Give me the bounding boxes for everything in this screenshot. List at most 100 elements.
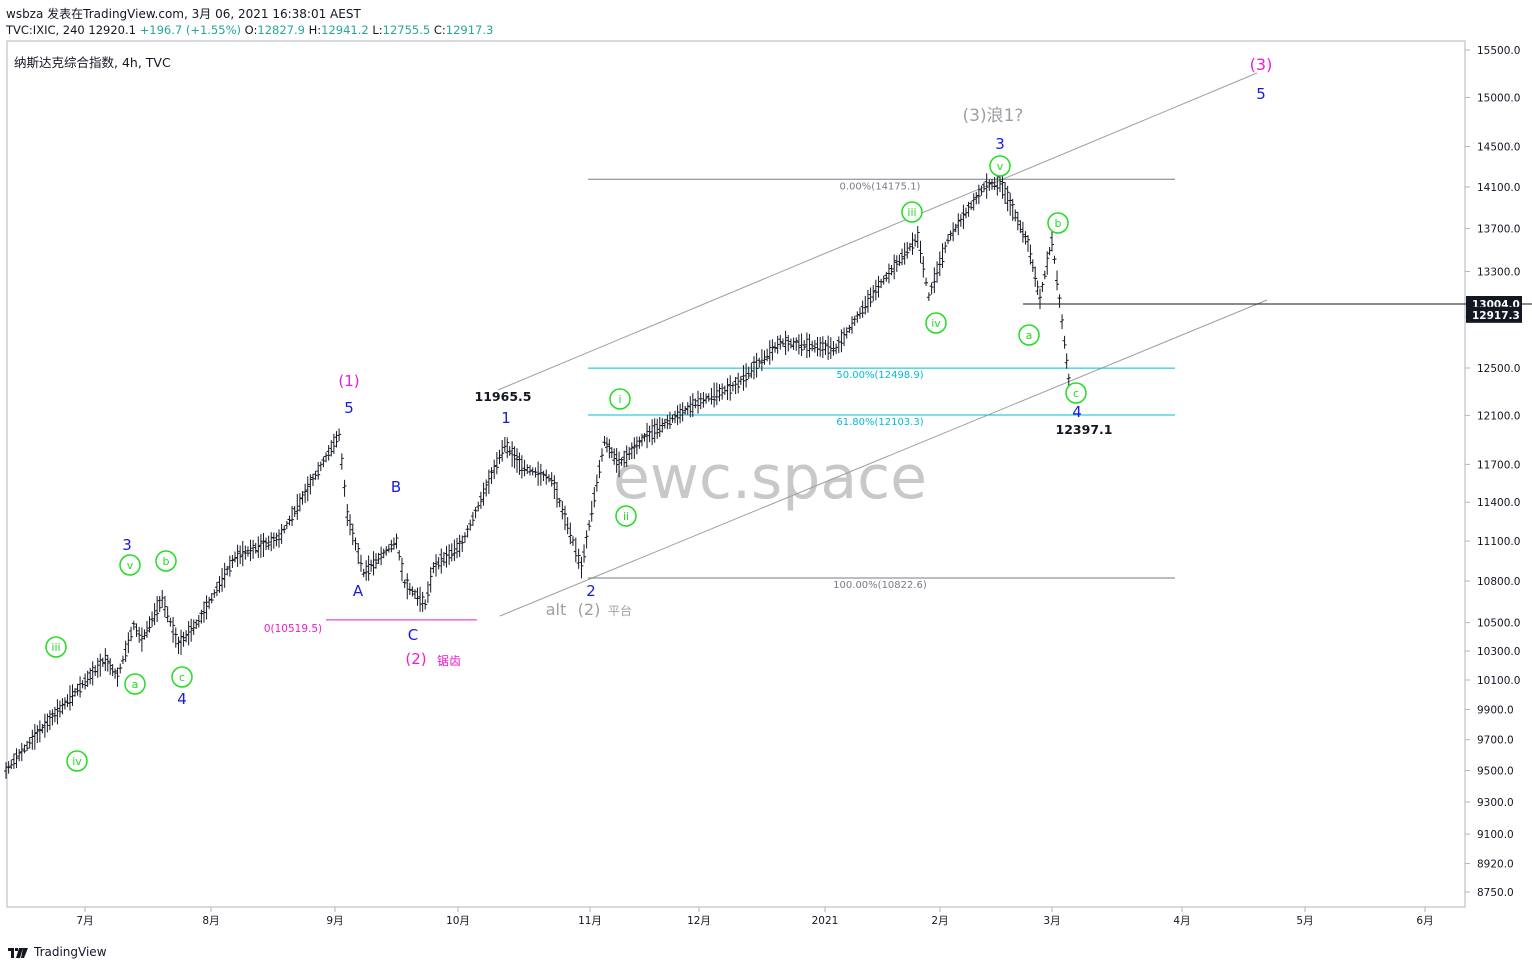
wave-label[interactable]: 1 bbox=[501, 409, 511, 427]
ohlc-bar bbox=[533, 467, 538, 478]
wave-label[interactable]: 平台 bbox=[608, 603, 632, 618]
circled-wave-label[interactable]: iv bbox=[66, 750, 88, 772]
ohlc-bar bbox=[305, 476, 310, 502]
ohlc-bar bbox=[680, 402, 685, 422]
channel-line[interactable] bbox=[499, 299, 1268, 617]
ohlc-bar bbox=[123, 640, 128, 662]
circled-wave-label[interactable]: v bbox=[989, 155, 1011, 177]
circled-wave-label[interactable]: iv bbox=[925, 312, 947, 334]
circled-wave-label[interactable]: a bbox=[124, 673, 146, 695]
ohlc-bar bbox=[913, 234, 918, 247]
channel-line[interactable] bbox=[497, 72, 1258, 391]
ohlc-bar bbox=[345, 504, 350, 527]
wave-label[interactable]: 3 bbox=[122, 536, 132, 554]
y-tick-label: 9900.0 bbox=[1477, 705, 1514, 717]
wave-label[interactable]: 0(10519.5) bbox=[264, 623, 322, 635]
ohlc-bar bbox=[35, 725, 40, 744]
circled-wave-label[interactable]: b bbox=[1047, 212, 1069, 234]
svg-text:v: v bbox=[997, 160, 1004, 173]
circled-wave-label[interactable]: c bbox=[1065, 382, 1087, 404]
tradingview-brand: TradingView bbox=[34, 945, 107, 959]
ohlc-bar bbox=[762, 350, 767, 365]
y-tick-label: 15500.0 bbox=[1477, 45, 1520, 57]
ohlc-bar bbox=[339, 453, 344, 470]
ohlc-bar bbox=[19, 742, 24, 762]
wave-label[interactable]: (2) bbox=[405, 650, 426, 668]
ohlc-bar bbox=[389, 539, 394, 553]
wave-label[interactable]: C bbox=[408, 626, 418, 644]
ohlc-bar bbox=[277, 529, 281, 548]
ohlc-bar bbox=[794, 337, 799, 351]
ohlc-bar bbox=[25, 740, 30, 751]
wave-label[interactable]: B bbox=[391, 478, 401, 496]
ohlc-bar bbox=[364, 560, 369, 581]
ohlc-bar bbox=[1040, 281, 1045, 292]
ohlc-bar bbox=[560, 501, 565, 520]
ohlc-bar bbox=[1005, 185, 1010, 212]
circled-wave-label[interactable]: iii bbox=[901, 201, 923, 223]
wave-label[interactable]: (3)浪1? bbox=[963, 106, 1024, 126]
wave-label[interactable]: 5 bbox=[1256, 85, 1266, 103]
ohlc-bar bbox=[505, 437, 510, 459]
wave-label[interactable]: 12397.1 bbox=[1056, 422, 1113, 437]
wave-label[interactable]: 锯齿 bbox=[437, 653, 461, 668]
ohlc-bar bbox=[292, 505, 297, 517]
circled-wave-label[interactable]: iii bbox=[45, 636, 67, 658]
ohlc-bar bbox=[481, 482, 486, 506]
wave-label[interactable]: A bbox=[353, 582, 364, 600]
ohlc-bar bbox=[436, 556, 441, 570]
circled-wave-label[interactable]: c bbox=[171, 666, 193, 688]
ohlc-bar bbox=[489, 467, 494, 484]
ohlc-bar bbox=[147, 616, 152, 633]
wave-label[interactable]: 4 bbox=[1072, 403, 1082, 421]
wave-label[interactable]: 2 bbox=[586, 582, 596, 600]
circled-wave-label[interactable]: i bbox=[609, 388, 631, 410]
ohlc-bar bbox=[374, 553, 378, 569]
ohlc-bar bbox=[361, 568, 366, 578]
wave-label[interactable]: 4 bbox=[177, 690, 187, 708]
ohlc-bar bbox=[587, 520, 592, 531]
ohlc-bar bbox=[860, 300, 865, 318]
ohlc-bar bbox=[155, 596, 160, 622]
ohlc-bar bbox=[924, 277, 929, 286]
ohlc-bar bbox=[157, 596, 162, 612]
ohlc-bar bbox=[1062, 335, 1067, 349]
wave-label[interactable]: (1) bbox=[338, 372, 359, 390]
circled-wave-label[interactable]: a bbox=[1018, 324, 1040, 346]
circled-wave-label[interactable]: v bbox=[119, 554, 141, 576]
wave-label[interactable]: 3 bbox=[995, 135, 1005, 153]
x-tick-label: 8月 bbox=[202, 915, 219, 927]
ohlc-bar bbox=[629, 442, 634, 460]
circled-wave-label[interactable]: ii bbox=[615, 505, 637, 527]
wave-label[interactable]: (2) bbox=[578, 600, 601, 619]
footer-brand[interactable]: TradingView bbox=[8, 945, 107, 959]
ohlc-bar bbox=[184, 630, 189, 643]
ohlc-bar bbox=[607, 439, 612, 459]
ohlc-bar bbox=[1026, 235, 1030, 252]
wave-label[interactable]: (3) bbox=[1250, 55, 1273, 74]
ohlc-bar bbox=[131, 620, 136, 631]
ohlc-bar bbox=[946, 234, 950, 245]
ohlc-bar bbox=[889, 264, 894, 276]
ohlc-bar bbox=[371, 551, 376, 576]
wave-label[interactable]: alt bbox=[546, 600, 567, 619]
ohlc-bar bbox=[447, 544, 452, 565]
y-tick-label: 10300.0 bbox=[1477, 646, 1520, 658]
ohlc-bar bbox=[497, 449, 502, 465]
ohlc-bar bbox=[599, 448, 604, 462]
wave-label[interactable]: 5 bbox=[344, 399, 354, 417]
ohlc-bar bbox=[802, 340, 807, 350]
svg-text:v: v bbox=[127, 559, 134, 572]
ohlc-bar bbox=[549, 472, 554, 487]
ohlc-bar bbox=[807, 333, 812, 358]
ohlc-bar bbox=[222, 562, 227, 588]
wave-label[interactable]: 11965.5 bbox=[475, 389, 532, 404]
ohlc-bar bbox=[627, 446, 632, 461]
ohlc-bar bbox=[852, 316, 857, 326]
circled-wave-label[interactable]: b bbox=[155, 550, 177, 572]
ohlc-bar bbox=[619, 457, 624, 466]
ohlc-bar bbox=[612, 448, 617, 465]
ohlc-bar bbox=[855, 311, 860, 323]
ohlc-bar bbox=[1066, 373, 1071, 386]
